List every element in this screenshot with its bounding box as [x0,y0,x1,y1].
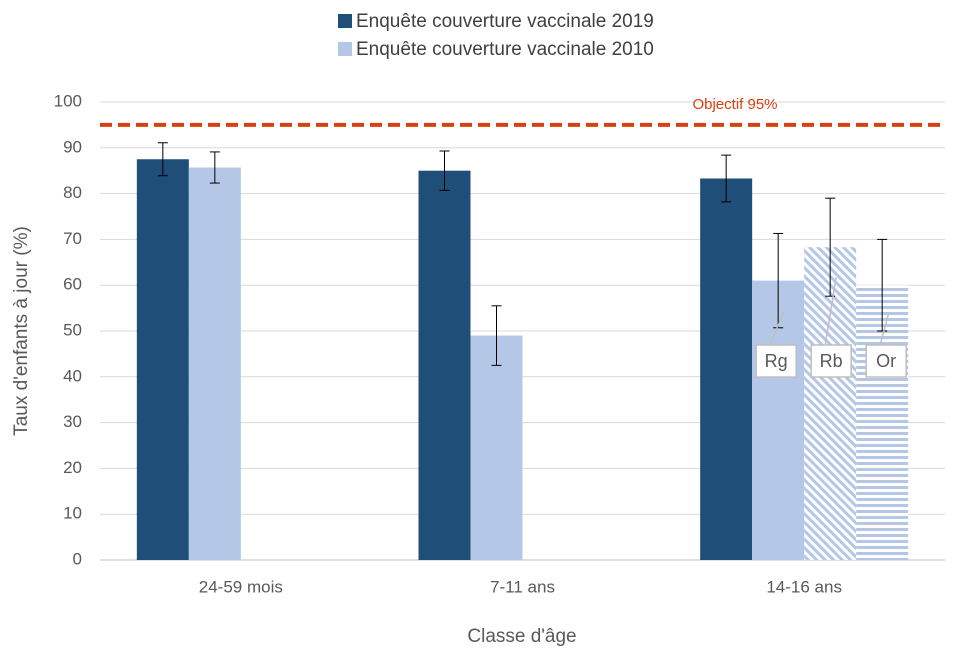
bar-label: Rb [820,351,843,371]
y-tick-label: 30 [63,412,82,431]
error-bar [491,305,502,366]
y-tick-label: 0 [73,549,82,568]
bar-label: Or [876,351,896,371]
leader-line [769,310,785,346]
legend-label: Enquête couverture vaccinale 2010 [356,39,654,60]
legend-label: Enquête couverture vaccinale 2019 [356,11,654,32]
bar [418,170,471,560]
y-tick-label: 40 [63,366,82,385]
y-axis-title: Taux d'enfants à jour (%) [11,226,32,436]
bar [188,167,241,560]
label-box [810,344,852,378]
error-bar [209,151,220,184]
target-label: Objectif 95% [692,96,777,113]
error-bar [439,150,450,191]
leader-line [824,277,837,346]
bar [804,247,857,560]
label-box [755,344,797,378]
label-box [865,344,907,378]
y-tick-label: 100 [54,91,82,110]
bar [470,335,523,560]
error-bar [773,232,784,329]
x-tick-label: 7-11 ans [490,577,555,596]
x-tick-label: 14-16 ans [766,577,842,596]
y-tick-label: 50 [63,320,82,339]
x-tick-label: 24-59 mois [199,577,283,596]
legend-swatch [338,42,352,56]
x-axis-title: Classe d'âge [467,626,576,647]
legend-swatch [338,14,352,28]
bar [136,159,189,560]
error-bar [157,142,168,177]
bar-label: Rg [765,351,788,371]
y-tick-label: 20 [63,458,82,477]
y-tick-label: 10 [63,504,82,523]
error-bar [877,238,888,332]
error-bar [721,154,732,203]
leader-line [879,315,889,346]
y-tick-label: 70 [63,229,82,248]
bar [700,178,753,560]
y-tick-label: 60 [63,275,82,294]
y-tick-label: 80 [63,183,82,202]
y-tick-label: 90 [63,137,82,156]
